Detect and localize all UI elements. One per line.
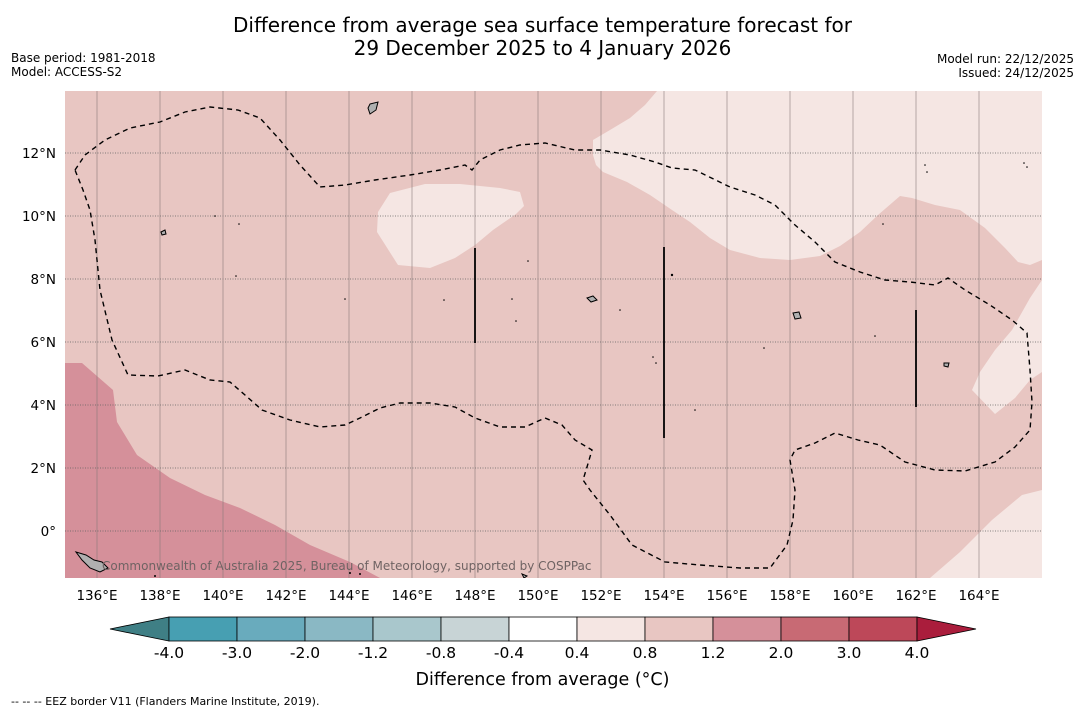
lat-label: 0° [41,524,56,540]
colorbar-tick-label: -2.0 [290,644,320,662]
anomaly-light-region-se [930,490,1042,578]
lon-label: 142°E [265,588,306,604]
anomaly-warm-region-sw [65,363,380,578]
issued-date: Issued: 24/12/2025 [958,66,1074,80]
model-name: Model: ACCESS-S2 [11,65,123,79]
lat-label: 2°N [31,461,56,477]
colorbar: -4.0 -3.0 -2.0 -1.2 -0.8 -0.4 0.4 0.8 1.2 2.0 3.0 4… [109,616,977,662]
lat-label: 12°N [22,146,56,162]
colorbar-segment [576,616,646,642]
lat-label: 8°N [31,272,56,288]
latitude-labels: 12°N 10°N 8°N 6°N 4°N 2°N 0° [22,146,56,540]
colorbar-segment [236,616,306,642]
colorbar-tick-label: 0.8 [633,644,658,662]
lon-label: 148°E [454,588,495,604]
island-manus [520,573,529,578]
colorbar-segment [644,616,714,642]
eez-legend-note: -- -- -- EEZ border V11 (Flanders Marine… [11,695,320,708]
title-line-2: 29 December 2025 to 4 January 2026 [353,36,732,60]
chart-title: Difference from average sea surface temp… [0,14,1085,60]
colorbar-tick-label: 3.0 [837,644,862,662]
colorbar-extend-high [916,616,977,642]
colorbar-extend-low [109,616,170,642]
longitude-labels: 136°E 138°E 140°E 142°E 144°E 146°E 148°E 150°E… [76,588,999,604]
anomaly-light-region-central [377,184,524,268]
meta-left: Base period: 1981-2018 Model: ACCESS-S2 [11,51,156,79]
model-run: Model run: 22/12/2025 [936,52,1074,66]
island-guam [367,101,379,115]
map-area: Commonwealth of Australia 2025, Bureau o… [65,91,1042,578]
colorbar-tick-label: 4.0 [905,644,930,662]
colorbar-segment [848,616,918,642]
island-pohnpei [792,311,802,320]
colorbar-tick-label: -0.4 [494,644,524,662]
island-yap [160,229,167,236]
lon-label: 154°E [643,588,684,604]
lat-label: 10°N [22,209,56,225]
colorbar-segment [372,616,442,642]
colorbar-segment [440,616,510,642]
colorbar-tick-label: -4.0 [154,644,184,662]
anomaly-light-region-ne [593,91,1042,265]
copyright-text: Commonwealth of Australia 2025, Bureau o… [102,559,592,573]
islands [74,101,950,578]
latitude-gridlines [65,152,1042,532]
lon-label: 160°E [832,588,873,604]
longitude-gridlines [96,91,980,578]
colorbar-tick-label: 1.2 [701,644,726,662]
colorbar-tick-label: 0.4 [565,644,590,662]
base-period: Base period: 1981-2018 [11,51,156,65]
lon-label: 152°E [580,588,621,604]
colorbar-title: Difference from average (°C) [415,670,670,690]
colorbar-tick-label: -3.0 [222,644,252,662]
meta-right: Model run: 22/12/2025 Issued: 24/12/2025 [937,52,1074,80]
colorbar-tick-label: 2.0 [769,644,794,662]
colorbar-segment [304,616,374,642]
anomaly-light-region-east [972,280,1042,414]
island-new-guinea-north [74,551,109,573]
lon-label: 146°E [391,588,432,604]
lon-label: 144°E [328,588,369,604]
lat-label: 4°N [31,398,56,414]
colorbar-segment [712,616,782,642]
lon-label: 150°E [517,588,558,604]
colorbar-segment [168,616,238,642]
atolls [154,162,1028,577]
colorbar-tick-label: -0.8 [426,644,456,662]
title-line-1: Difference from average sea surface temp… [232,13,852,37]
lon-label: 162°E [895,588,936,604]
lon-label: 156°E [706,588,747,604]
colorbar-segment [508,616,578,642]
lon-label: 140°E [202,588,243,604]
island-kosrae [943,362,950,368]
colorbar-segment [780,616,850,642]
lat-label: 6°N [31,335,56,351]
lon-label: 138°E [139,588,180,604]
eez-border [74,106,1033,569]
eez-segments [474,247,917,438]
lon-label: 136°E [76,588,117,604]
lon-label: 164°E [958,588,999,604]
colorbar-tick-label: -1.2 [358,644,388,662]
lon-label: 158°E [769,588,810,604]
island-chuuk [586,295,598,303]
